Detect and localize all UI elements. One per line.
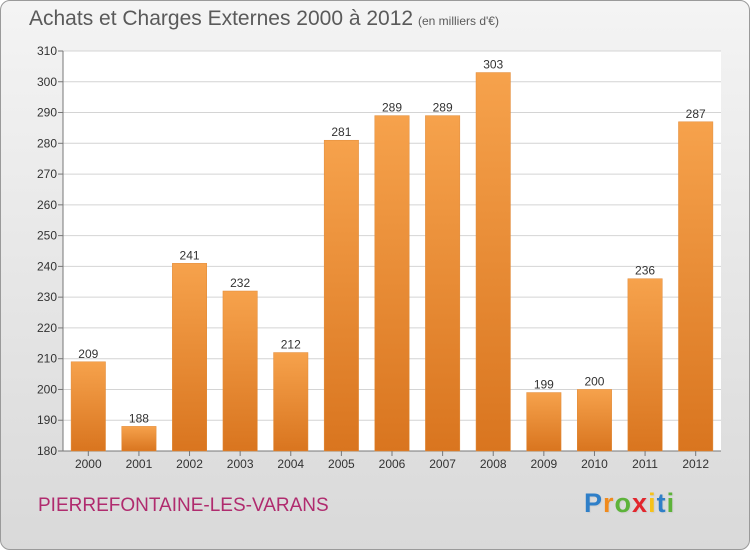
bar [121,426,157,452]
x-tick-label: 2010 [581,457,608,471]
bar [526,392,562,452]
bar-value-label: 281 [331,125,351,139]
y-tick-label: 250 [37,229,57,243]
bar-value-label: 303 [483,58,503,72]
bar [172,263,207,452]
bar [273,352,309,452]
x-tick-label: 2005 [328,457,355,471]
y-tick-label: 300 [37,75,57,89]
logo-letter: P [584,488,604,518]
y-tick-label: 190 [37,413,57,427]
x-tick-label: 2006 [379,457,406,471]
bar-value-label: 289 [382,101,402,115]
y-tick-label: 210 [37,352,57,366]
y-tick-label: 230 [37,290,57,304]
x-tick-label: 2011 [632,457,658,471]
y-tick-label: 260 [37,198,57,212]
y-tick-label: 220 [37,321,57,335]
y-tick-label: 240 [37,259,57,273]
y-tick-label: 180 [37,444,57,458]
x-tick-label: 2004 [277,457,304,471]
x-tick-label: 2001 [126,457,153,471]
bar [222,290,258,452]
proxiti-logo[interactable]: Proxiti [584,488,675,519]
x-tick-label: 2003 [227,457,254,471]
bar-value-label: 200 [584,374,604,388]
bar-value-label: 241 [180,248,200,262]
y-tick-label: 270 [37,167,57,181]
bar [475,72,511,452]
bar-value-label: 209 [78,347,98,361]
y-tick-label: 290 [37,106,57,120]
logo-letter: t [656,488,667,518]
bar-value-label: 287 [686,107,706,121]
logo-letter: r [603,488,615,518]
x-tick-label: 2012 [682,457,709,471]
bar [425,115,461,452]
bar [627,278,663,452]
logo-letter: o [614,488,633,518]
bar [323,139,359,452]
y-tick-label: 200 [37,382,57,396]
logo-letter: i [666,488,676,518]
bar-value-label: 232 [230,276,250,290]
bar [678,121,714,452]
bar [577,389,612,452]
bar-value-label: 199 [534,378,554,392]
bar [374,115,410,452]
y-tick-label: 310 [37,44,57,58]
logo-letter: x [632,488,649,518]
chart-title: Achats et Charges Externes 2000 à 2012 [29,7,414,30]
x-tick-label: 2009 [530,457,557,471]
chart-unit-subtitle: (en milliers d'€) [418,14,499,28]
bar-value-label: 236 [635,264,655,278]
x-tick-label: 2007 [429,457,456,471]
bar [70,361,106,452]
commune-name: PIERREFONTAINE-LES-VARANS [38,495,329,516]
x-tick-label: 2008 [480,457,507,471]
bar-value-label: 289 [433,101,453,115]
bar-value-label: 212 [281,338,301,352]
x-tick-label: 2002 [176,457,203,471]
x-tick-label: 2000 [75,457,102,471]
y-tick-label: 280 [37,136,57,150]
logo-letter: i [648,488,657,518]
bar-value-label: 188 [129,411,149,425]
